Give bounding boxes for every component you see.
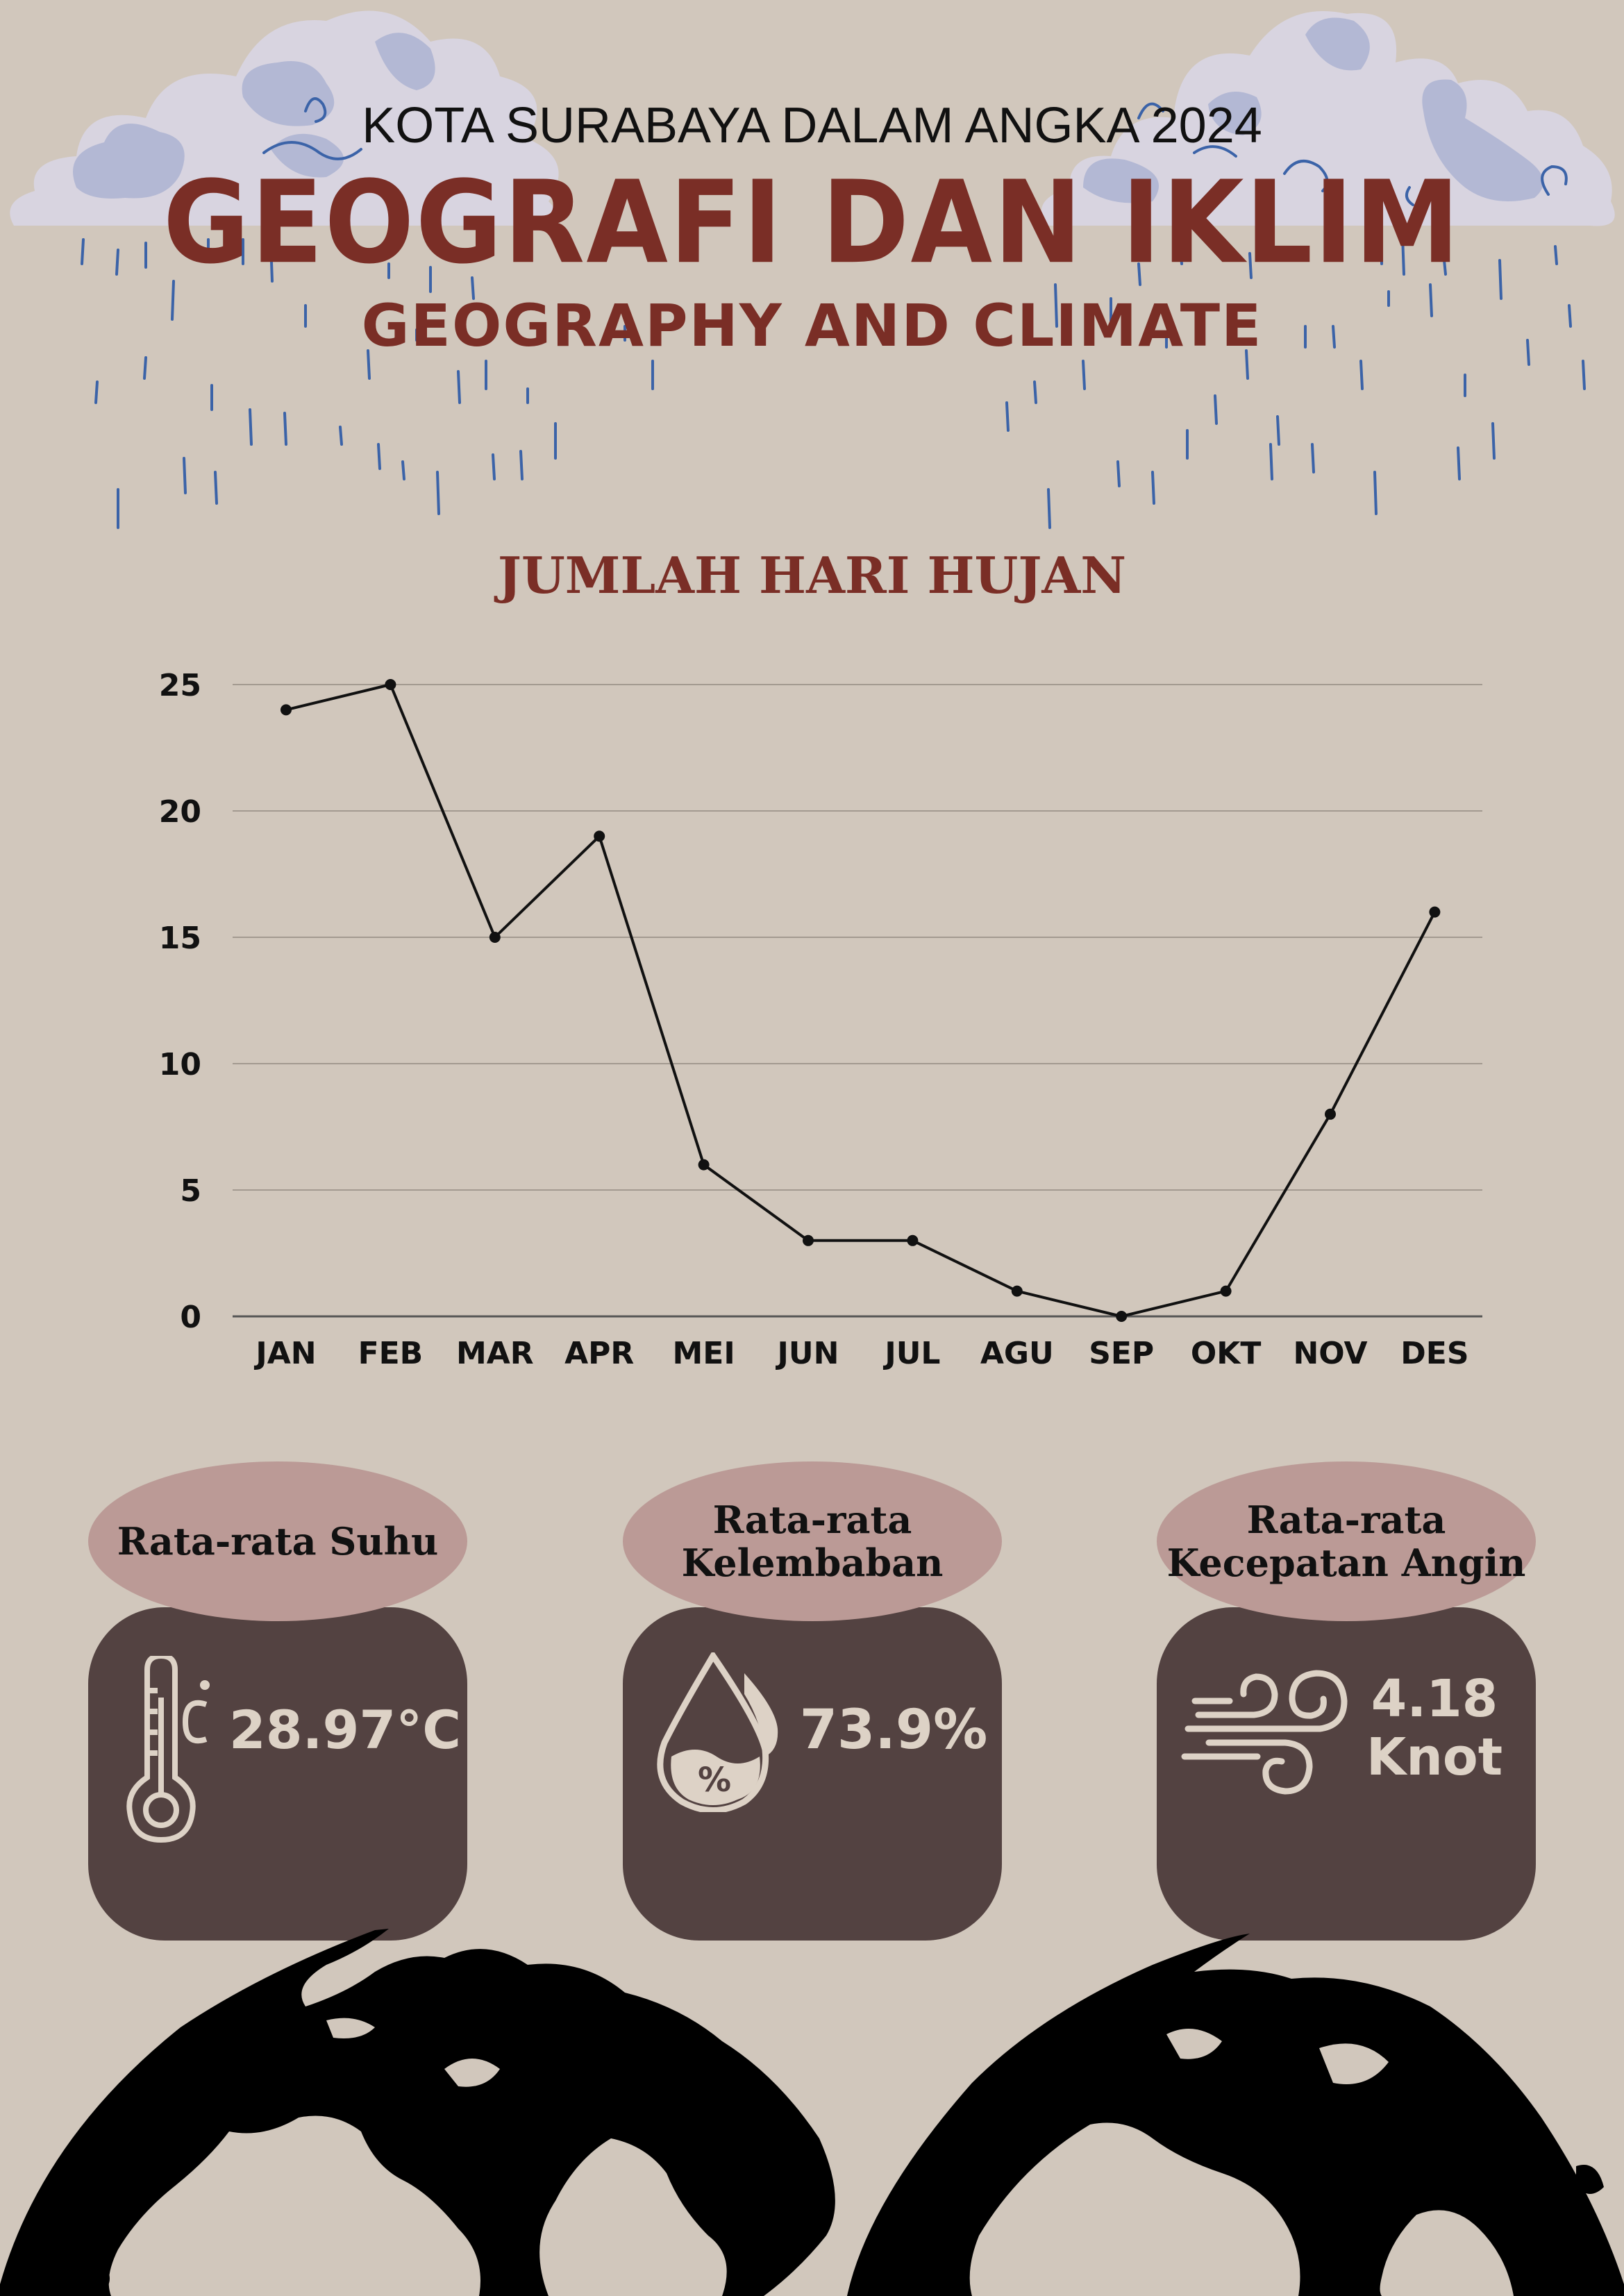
page-subtitle: GEOGRAPHY AND CLIMATE [361,292,1263,360]
card-label-line: Kelembaban [681,1541,944,1585]
chart-grid [233,684,1482,1318]
svg-text:%: % [698,1761,731,1800]
chart-title: JUMLAH HARI HUJAN [497,546,1127,605]
card-label-line: Rata-rata [712,1498,912,1542]
card-body [1157,1607,1536,1941]
x-axis-ticks: JAN FEB MAR APR MEI JUN JUL AGU SEP OKT NOV DES [253,1336,1468,1371]
x-tick-label: JUN [776,1336,839,1371]
data-point-feb [385,679,396,690]
right-cloud-icon [1041,11,1615,226]
world-globe-illustration [0,1929,1624,2296]
card-label-line: Rata-rata Suhu [117,1519,439,1564]
page-title: GEOGRAFI DAN IKLIM [162,156,1462,290]
x-tick-label: MAR [456,1336,534,1371]
card-label: Rata-rata Suhu [88,1461,467,1621]
cloud-rain-decoration [10,10,1615,529]
x-tick-label: JUL [882,1336,940,1371]
humidity-card: Rata-rata Kelembaban % 73.9% [623,1461,1002,1941]
card-label: Rata-rata Kecepatan Angin [1157,1461,1536,1621]
wind-speed-card: Rata-rata Kecepatan Angin 4.18 Knot [1157,1461,1536,1941]
temperature-value: 28.97°C [228,1699,462,1761]
x-tick-label: APR [564,1336,634,1371]
temperature-card: Rata-rata Suhu 28.97°C [88,1461,467,1941]
data-point-apr [594,830,605,842]
x-tick-label: DES [1400,1336,1468,1371]
left-cloud-icon [10,10,559,226]
card-label-line: Kecepatan Angin [1166,1541,1526,1585]
data-point-jun [803,1234,814,1246]
data-point-jul [907,1234,919,1246]
y-tick-label: 25 [159,668,201,703]
card-label-line: Rata-rata [1246,1498,1446,1542]
y-tick-label: 5 [180,1173,201,1209]
x-tick-label: OKT [1191,1336,1262,1371]
data-point-des [1429,906,1441,918]
rain-drops [81,235,1586,529]
data-point-jan [281,704,292,716]
data-point-nov [1325,1108,1336,1120]
humidity-value: 73.9% [799,1699,988,1761]
data-point-sep [1116,1311,1128,1322]
x-tick-label: MEI [672,1336,735,1371]
x-tick-label: NOV [1293,1336,1367,1371]
wind-speed-value: 4.18 Knot [1366,1669,1503,1787]
series-line [285,683,1437,1318]
y-tick-label: 0 [180,1300,201,1335]
thermometer-icon [126,1656,210,1843]
card-label: Rata-rata Kelembaban [623,1461,1002,1621]
humidity-drop-icon: % [657,1652,778,1812]
y-tick-label: 20 [159,794,201,830]
data-point-mei [698,1159,710,1171]
rainy-days-line-chart: 0 5 10 15 20 25 JAN FEB MAR APR MEI JUN JUL AGU SEP OK… [159,668,1482,1371]
y-axis-ticks: 0 5 10 15 20 25 [159,668,201,1335]
data-point-mar [489,932,501,943]
swirl-icons [262,97,1568,206]
x-tick-label: FEB [358,1336,424,1371]
y-tick-label: 10 [159,1047,201,1082]
x-tick-label: SEP [1089,1336,1154,1371]
data-point-okt [1220,1285,1232,1297]
wind-icon [1181,1670,1348,1795]
x-tick-label: JAN [253,1336,316,1371]
data-point-agu [1011,1285,1023,1297]
publication-kicker: KOTA SURABAYA DALAM ANGKA 2024 [362,98,1262,153]
series-points [281,679,1441,1322]
x-tick-label: AGU [980,1336,1054,1371]
y-tick-label: 15 [159,921,201,956]
